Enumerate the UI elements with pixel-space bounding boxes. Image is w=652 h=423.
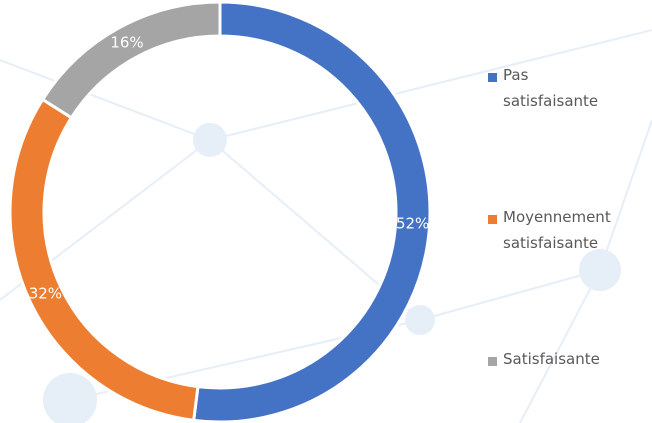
data-label: 52% <box>396 215 429 233</box>
legend-swatch <box>488 215 497 224</box>
legend-item: Moyennement satisfaisante <box>488 208 621 256</box>
donut-segment <box>192 0 432 423</box>
data-label: 16% <box>110 33 143 51</box>
legend-label: Moyennement satisfaisante <box>503 208 611 252</box>
legend-label: Pas satisfaisante <box>503 66 599 110</box>
donut-segment <box>40 0 222 120</box>
legend-label: Satisfaisante <box>503 350 600 368</box>
data-label: 32% <box>29 285 62 303</box>
legend-item: Satisfaisante <box>488 350 652 372</box>
legend-swatch <box>488 73 497 82</box>
donut-segment <box>8 97 200 423</box>
legend-item: Pas satisfaisante <box>488 66 621 114</box>
legend-swatch <box>488 357 497 366</box>
